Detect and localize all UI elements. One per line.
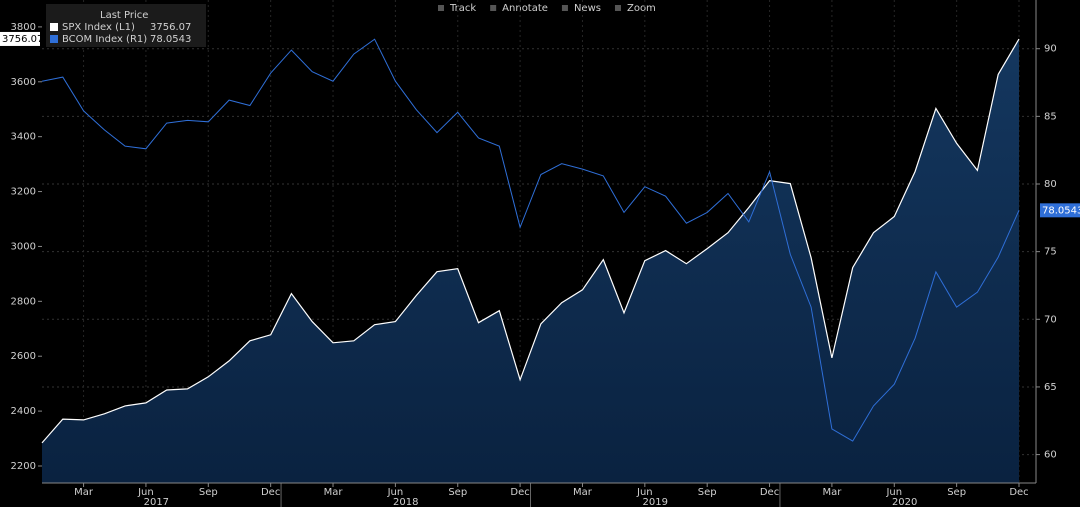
y-tick-label: 3600	[11, 77, 36, 88]
toolbar-icon	[490, 5, 497, 11]
toolbar: Track Annotate News Zoom	[438, 3, 656, 14]
toolbar-icon	[614, 5, 621, 11]
y-tick-label: 3800	[11, 22, 36, 33]
x-tick-label: Sep	[199, 487, 218, 498]
last-value-badge	[0, 31, 40, 46]
legend-swatch	[50, 23, 58, 31]
y2-tick-label: 65	[1044, 382, 1057, 393]
x-tick-label: Dec	[510, 487, 529, 498]
y-tick-label: 2200	[11, 461, 36, 472]
x-tick-label: Jun	[636, 487, 653, 498]
toolbar-button[interactable]: Zoom	[627, 3, 656, 14]
legend-label: BCOM Index (R1)	[62, 34, 147, 45]
last-value-label: 3756.07	[2, 34, 43, 45]
legend-value: 78.0543	[150, 34, 191, 45]
year-label: 2017	[144, 497, 169, 507]
y-tick-label: 3400	[11, 132, 36, 143]
x-tick-label: Sep	[947, 487, 966, 498]
legend-box	[46, 4, 206, 47]
x-tick-label: Dec	[261, 487, 280, 498]
y2-tick-label: 90	[1044, 44, 1057, 55]
y2-tick-label: 85	[1044, 111, 1057, 122]
legend-value: 3756.07	[150, 22, 191, 33]
y2-tick-label: 60	[1044, 450, 1057, 461]
area	[42, 39, 1019, 483]
legend-label: SPX Index (L1)	[62, 22, 135, 33]
last-value-badge	[1040, 203, 1080, 218]
plot	[41, 38, 1020, 483]
line	[41, 38, 1020, 444]
year-label: 2018	[393, 497, 418, 507]
x-tick-label: Mar	[573, 487, 593, 498]
legend-title: Last Price	[100, 10, 148, 21]
x-tick-label: Jun	[885, 487, 902, 498]
x-tick-label: Mar	[74, 487, 94, 498]
y2-tick-label: 70	[1044, 314, 1057, 325]
toolbar-icon	[438, 5, 444, 11]
toolbar-button[interactable]: News	[574, 3, 601, 14]
x-tick-label: Mar	[822, 487, 842, 498]
toolbar-button[interactable]: Annotate	[502, 3, 548, 14]
x-tick-label: Jun	[387, 487, 404, 498]
x-tick-label: Sep	[448, 487, 467, 498]
line	[41, 38, 1020, 442]
y-tick-label: 2800	[11, 296, 36, 307]
x-tick-label: Dec	[1009, 487, 1028, 498]
year-label: 2019	[642, 497, 667, 507]
y2-tick-label: 80	[1044, 179, 1057, 190]
x-tick-label: Sep	[698, 487, 717, 498]
year-label: 2020	[892, 497, 917, 507]
toolbar-button[interactable]: Track	[449, 3, 476, 14]
y-tick-label: 3000	[11, 241, 36, 252]
toolbar-icon	[561, 5, 568, 11]
legend-swatch	[50, 35, 58, 43]
last-value-label: 78.0543	[1042, 205, 1080, 216]
axes: 60 65 70 75 80 85 90 2200 2400 2600 2800 3000 3200 34…	[11, 0, 1057, 507]
x-tick-label: Mar	[324, 487, 344, 498]
y-tick-label: 3200	[11, 187, 36, 198]
x-tick-label: Dec	[760, 487, 779, 498]
y2-tick-label: 75	[1044, 247, 1057, 258]
x-tick-label: Jun	[137, 487, 154, 498]
y-tick-label: 2400	[11, 406, 36, 417]
y-tick-label: 2600	[11, 351, 36, 362]
